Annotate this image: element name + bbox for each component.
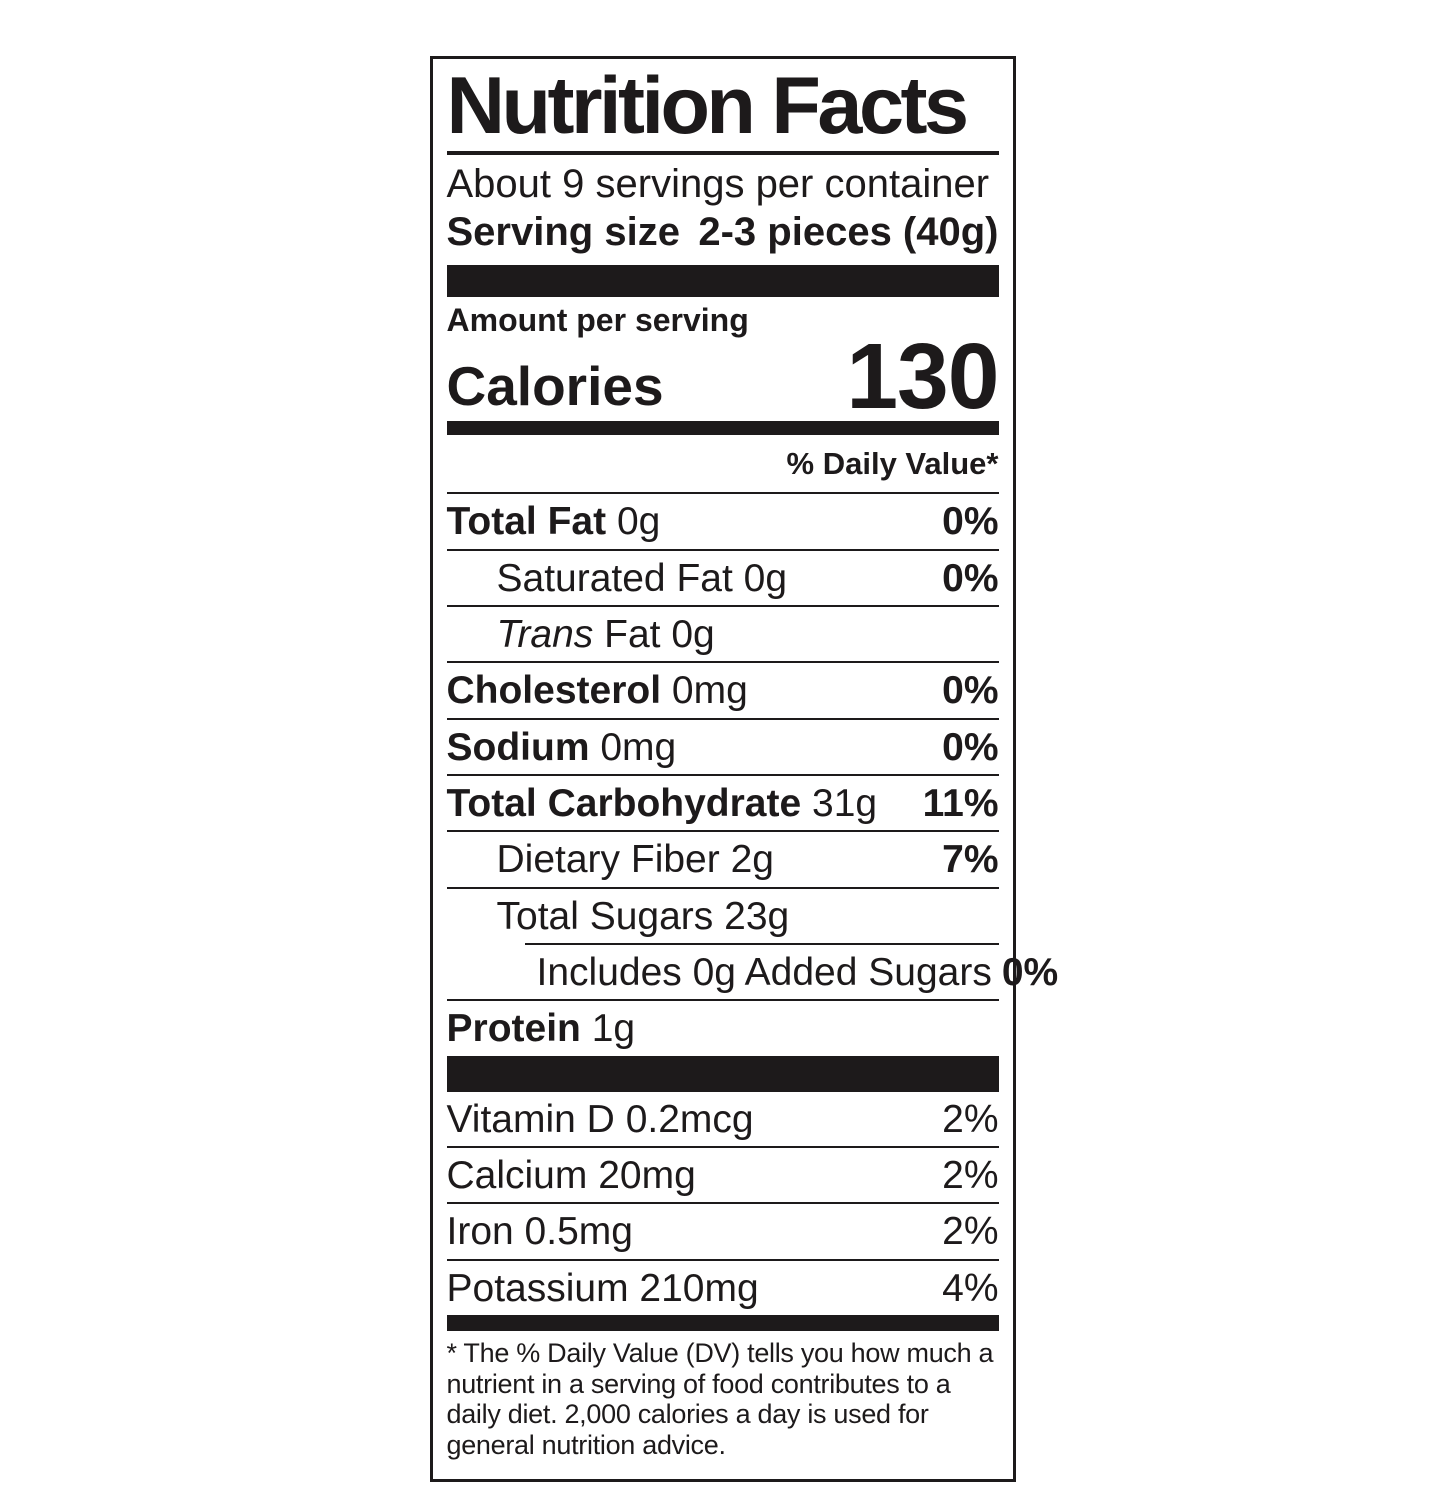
micronutrient-daily-value: 2% bbox=[942, 1097, 999, 1141]
micronutrient-name-text: Vitamin D bbox=[446, 1097, 615, 1141]
nutrient-amount: 0g bbox=[671, 612, 715, 656]
nutrient-name-text: Total Fat bbox=[446, 500, 607, 544]
nutrient-daily-value: 7% bbox=[942, 838, 999, 882]
separator-rule bbox=[446, 999, 999, 1002]
serving-size-label: Serving size bbox=[446, 210, 680, 255]
separator-rule bbox=[446, 1258, 999, 1261]
nutrient-name: Protein 1g bbox=[447, 1008, 636, 1049]
separator-rule bbox=[524, 942, 999, 945]
nutrient-name: Cholesterol 0mg bbox=[447, 670, 748, 711]
calories-row: Calories 130 bbox=[446, 323, 1000, 428]
amount-per-serving: Amount per serving bbox=[446, 302, 749, 339]
nutrient-row: Includes 0g Added Sugars 0% bbox=[447, 945, 1059, 999]
nutrient-name-text: Saturated Fat bbox=[496, 556, 733, 600]
nutrient-name: Total Carbohydrate 31g bbox=[447, 783, 878, 824]
micronutrient-row: Calcium 20mg 2% bbox=[447, 1148, 999, 1202]
separator-rule bbox=[446, 492, 999, 495]
nutrient-row: Total Carbohydrate 31g 11% bbox=[447, 776, 999, 830]
nutrient-daily-value: 0% bbox=[942, 725, 999, 769]
nutrient-name: Total Sugars 23g bbox=[496, 894, 790, 938]
nutrient-name: Sodium 0mg bbox=[446, 725, 677, 769]
separator-rule bbox=[446, 604, 999, 607]
micronutrient-amount: 0.2mcg bbox=[625, 1097, 754, 1141]
nutrient-amount: 2g bbox=[730, 838, 774, 882]
daily-value-header: % Daily Value* bbox=[786, 446, 999, 482]
separator-rule bbox=[446, 886, 999, 889]
micronutrient-name: Calcium 20mg bbox=[447, 1155, 696, 1196]
nutrient-amount: 23g bbox=[724, 894, 790, 938]
nutrient-row: Saturated Fat 0g 0% bbox=[447, 551, 999, 605]
nutrition-facts-label: Nutrition Facts About 9 servings per con… bbox=[429, 56, 1059, 1482]
separator-bar-medium bbox=[446, 421, 999, 436]
nutrient-rows: Total Fat 0g 0% Saturated Fat 0g 0% Trans Fa… bbox=[446, 492, 1059, 1055]
nutrient-name: Includes 0g Added Sugars bbox=[537, 952, 992, 993]
title-rule bbox=[446, 150, 999, 155]
nutrient-daily-value: 0% bbox=[942, 556, 999, 600]
nutrient-name: Saturated Fat 0g bbox=[496, 556, 788, 600]
daily-value-footnote: * The % Daily Value (DV) tells you how m… bbox=[446, 1337, 994, 1461]
calories-value: 130 bbox=[846, 323, 999, 428]
separator-rule bbox=[446, 548, 999, 551]
nutrient-name: Total Fat 0g bbox=[447, 501, 661, 542]
micronutrient-name: Vitamin D 0.2mcg bbox=[446, 1097, 754, 1141]
nutrient-name-text: Total Carbohydrate bbox=[446, 781, 802, 825]
nutrient-row: Trans Fat 0g bbox=[447, 607, 999, 661]
nutrient-amount: 31g bbox=[812, 781, 878, 825]
micronutrient-row: Iron 0.5mg 2% bbox=[447, 1204, 999, 1258]
separator-rule bbox=[446, 1145, 999, 1148]
nutrient-amount: 0mg bbox=[600, 725, 677, 769]
servings-per-container: About 9 servings per container bbox=[446, 161, 990, 206]
separator-rule bbox=[446, 717, 999, 720]
calories-label: Calories bbox=[446, 355, 664, 418]
micronutrient-name: Potassium 210mg bbox=[446, 1266, 759, 1310]
nutrient-amount: 0g bbox=[743, 556, 788, 600]
nutrient-row: Total Sugars 23g bbox=[447, 889, 999, 943]
micronutrient-daily-value: 4% bbox=[942, 1266, 999, 1310]
micronutrient-daily-value: 2% bbox=[942, 1153, 999, 1197]
nutrient-name-text: Cholesterol bbox=[446, 669, 662, 713]
nutrient-row: Sodium 0mg 0% bbox=[447, 720, 999, 774]
micronutrient-name-text: Iron bbox=[446, 1210, 514, 1254]
micronutrient-amount: 0.5mg bbox=[524, 1210, 633, 1254]
micronutrient-rows: Vitamin D 0.2mcg 2% Calcium 20mg 2% Iron 0.5… bbox=[446, 1092, 999, 1315]
nutrient-row: Cholesterol 0mg 0% bbox=[447, 663, 999, 717]
nutrient-daily-value: 0% bbox=[942, 669, 999, 713]
nutrient-amount: 1g bbox=[591, 1007, 636, 1051]
nutrient-row: Dietary Fiber 2g 7% bbox=[447, 832, 999, 886]
separator-bar-thick bbox=[446, 265, 999, 298]
micronutrient-row: Potassium 210mg 4% bbox=[447, 1261, 999, 1315]
micronutrient-daily-value: 2% bbox=[942, 1210, 999, 1254]
nutrient-row: Protein 1g bbox=[447, 1001, 999, 1055]
nutrient-name-italic: Trans bbox=[496, 612, 594, 656]
nutrient-daily-value: 11% bbox=[922, 781, 999, 825]
separator-rule bbox=[446, 1202, 999, 1205]
micronutrient-name: Iron 0.5mg bbox=[447, 1211, 633, 1252]
nutrient-name-text: Total Sugars bbox=[496, 894, 714, 938]
nutrient-row: Total Fat 0g 0% bbox=[447, 494, 999, 548]
separator-rule bbox=[446, 830, 999, 833]
separator-rule bbox=[446, 773, 999, 776]
nutrient-name: Trans Fat 0g bbox=[497, 614, 715, 655]
micronutrient-amount: 210mg bbox=[639, 1266, 759, 1310]
nutrient-name-text: Sodium bbox=[446, 725, 590, 769]
serving-size-value: 2-3 pieces (40g) bbox=[698, 210, 999, 255]
nutrient-name-text: Includes 0g Added Sugars bbox=[536, 950, 992, 994]
micronutrient-row: Vitamin D 0.2mcg 2% bbox=[447, 1092, 999, 1146]
separator-rule bbox=[446, 661, 999, 664]
nutrient-name: Dietary Fiber 2g bbox=[497, 839, 774, 880]
micronutrient-name-text: Calcium bbox=[446, 1153, 588, 1197]
nutrient-name-text: Dietary Fiber bbox=[496, 838, 720, 882]
nutrient-amount: 0mg bbox=[671, 669, 748, 713]
serving-size-row: Serving size 2-3 pieces (40g) bbox=[447, 210, 999, 255]
label-title: Nutrition Facts bbox=[446, 61, 970, 151]
nutrient-amount: 0g bbox=[616, 500, 661, 544]
separator-bar-footnote bbox=[446, 1314, 999, 1331]
nutrient-name-text: Fat bbox=[604, 612, 661, 656]
nutrient-daily-value: 0% bbox=[942, 500, 999, 544]
micronutrient-amount: 20mg bbox=[598, 1153, 696, 1197]
nutrient-name-text: Protein bbox=[446, 1007, 581, 1051]
nutrient-daily-value: 0% bbox=[1001, 950, 1059, 994]
separator-bar-thick-vitamins bbox=[446, 1055, 999, 1092]
micronutrient-name-text: Potassium bbox=[446, 1266, 629, 1310]
